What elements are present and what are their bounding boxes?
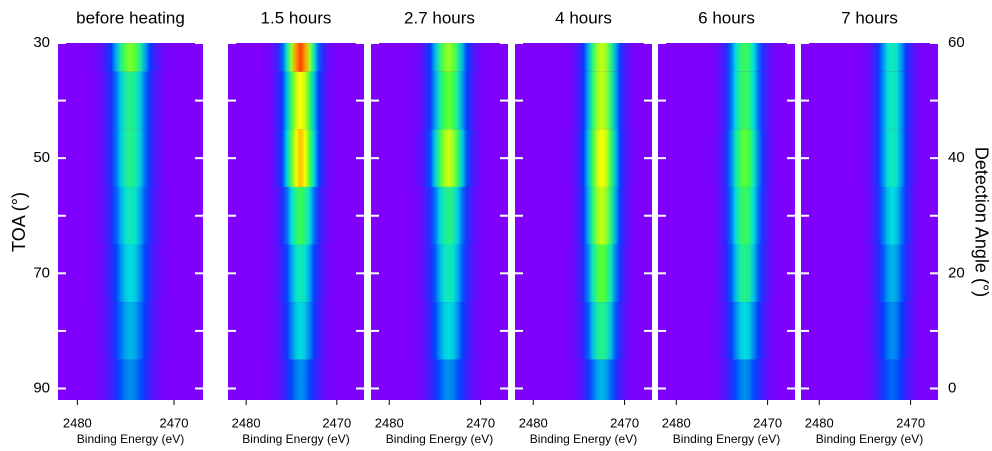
intensity-row: [658, 244, 795, 303]
intensity-row: [515, 244, 652, 303]
x-tick-label: 2480: [375, 415, 404, 430]
x-tick-label: 2470: [896, 415, 925, 430]
intensity-row: [658, 43, 795, 72]
x-axis-label: Binding Energy (eV): [242, 432, 349, 446]
x-tick-label: 2470: [160, 415, 189, 430]
x-tick-label: 2470: [753, 415, 782, 430]
intensity-row: [801, 359, 938, 400]
intensity-row: [515, 302, 652, 360]
panel-title: 7 hours: [841, 8, 898, 27]
intensity-row: [371, 302, 508, 360]
y-tick-label: 50: [33, 149, 50, 166]
intensity-row: [58, 129, 203, 187]
intensity-row: [515, 186, 652, 245]
y2-tick-label: 20: [948, 264, 965, 281]
y-tick-label: 70: [33, 264, 50, 281]
y-tick-label: 90: [33, 379, 50, 396]
intensity-row: [371, 359, 508, 400]
intensity-row: [371, 43, 508, 72]
panel-title: 1.5 hours: [261, 8, 332, 27]
intensity-row: [371, 186, 508, 245]
intensity-row: [371, 71, 508, 130]
intensity-row: [228, 359, 364, 400]
panel-title: before heating: [76, 8, 185, 27]
y2-tick-label: 40: [948, 149, 965, 166]
intensity-row: [658, 129, 795, 187]
intensity-row: [801, 302, 938, 360]
intensity-row: [658, 186, 795, 245]
intensity-row: [58, 186, 203, 245]
intensity-row: [371, 244, 508, 303]
intensity-row: [515, 359, 652, 400]
intensity-row: [801, 129, 938, 187]
x-tick-label: 2470: [466, 415, 495, 430]
intensity-row: [515, 43, 652, 72]
intensity-row: [228, 186, 364, 245]
x-tick-label: 2480: [232, 415, 261, 430]
x-axis-label: Binding Energy (eV): [673, 432, 780, 446]
x-tick-label: 2480: [662, 415, 691, 430]
x-tick-label: 2480: [519, 415, 548, 430]
intensity-row: [228, 244, 364, 303]
intensity-row: [658, 359, 795, 400]
y2-tick-label: 60: [948, 34, 965, 51]
intensity-row: [801, 244, 938, 303]
intensity-row: [515, 71, 652, 130]
intensity-row: [58, 43, 203, 72]
intensity-row: [658, 71, 795, 130]
intensity-row: [228, 71, 364, 130]
intensity-row: [228, 129, 364, 187]
intensity-row: [371, 129, 508, 187]
x-tick-label: 2480: [805, 415, 834, 430]
intensity-row: [58, 244, 203, 303]
y2-tick-label: 0: [948, 379, 956, 396]
intensity-row: [801, 43, 938, 72]
panel-title: 2.7 hours: [404, 8, 475, 27]
x-tick-label: 2480: [63, 415, 92, 430]
y2-axis-label: Detection Angle (°): [971, 147, 991, 297]
intensity-row: [58, 71, 203, 130]
intensity-row: [58, 302, 203, 360]
intensity-row: [658, 302, 795, 360]
intensity-row: [228, 302, 364, 360]
x-axis-label: Binding Energy (eV): [386, 432, 493, 446]
panel-title: 4 hours: [555, 8, 612, 27]
intensity-row: [58, 359, 203, 400]
y-tick-label: 30: [33, 34, 50, 51]
panel-title: 6 hours: [698, 8, 755, 27]
x-axis-label: Binding Energy (eV): [77, 432, 184, 446]
intensity-row: [228, 43, 364, 72]
x-axis-label: Binding Energy (eV): [816, 432, 923, 446]
x-tick-label: 2470: [610, 415, 639, 430]
x-axis-label: Binding Energy (eV): [530, 432, 637, 446]
intensity-row: [801, 71, 938, 130]
x-tick-label: 2470: [322, 415, 351, 430]
y-axis-label: TOA (°): [9, 192, 29, 252]
intensity-row: [801, 186, 938, 245]
intensity-row: [515, 129, 652, 187]
